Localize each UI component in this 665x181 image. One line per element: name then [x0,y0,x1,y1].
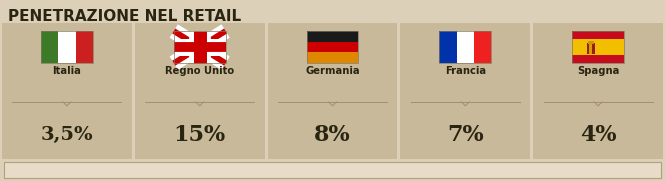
Text: Italia: Italia [53,66,81,76]
Text: 15%: 15% [174,123,225,146]
Bar [267,23,398,159]
Bar [400,23,530,159]
Bar [307,52,358,63]
Text: Regno Unito: Regno Unito [165,66,234,76]
Text: 8%: 8% [314,123,351,146]
Bar [593,43,595,54]
Bar [533,23,663,159]
Bar [76,31,93,63]
Bar [572,31,624,39]
Bar [572,55,624,63]
Bar [307,31,358,63]
Bar [4,162,661,178]
Text: Fonte: Osservatorio eCommerce B2c Netcomm - School of management Politecnico di : Fonte: Osservatorio eCommerce B2c Netcom… [10,167,346,173]
Bar [41,31,59,63]
Bar [41,31,93,63]
Text: 3,5%: 3,5% [41,125,93,144]
Bar [474,31,491,63]
Bar [572,39,624,55]
Text: 4%: 4% [580,123,616,146]
Bar [589,43,593,54]
Bar [135,23,265,159]
Bar [59,31,76,63]
Bar [440,31,491,63]
Bar [174,31,225,63]
Bar [587,43,589,54]
Text: 7%: 7% [447,123,483,146]
Text: Francia: Francia [445,66,486,76]
Bar [307,31,358,42]
Bar [440,31,457,63]
Bar [174,31,225,63]
Bar [307,42,358,52]
Text: Germania: Germania [305,66,360,76]
Bar [572,31,624,63]
Text: Spagna: Spagna [577,66,619,76]
Bar [457,31,474,63]
Bar [587,41,594,44]
Text: PENETRAZIONE NEL RETAIL: PENETRAZIONE NEL RETAIL [8,9,241,24]
Bar [2,23,132,159]
